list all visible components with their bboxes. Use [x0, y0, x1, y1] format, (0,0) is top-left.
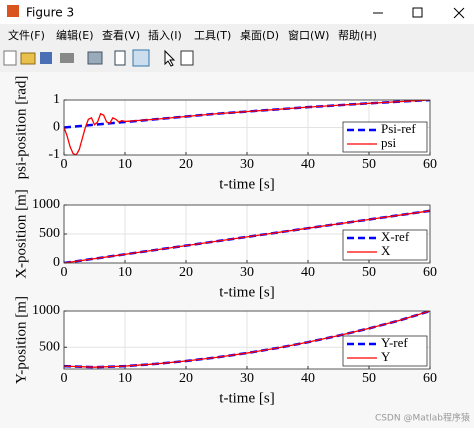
- x-tick-label: 30: [240, 157, 254, 172]
- y-tick-label: 0: [53, 255, 60, 270]
- x-tick-label: 0: [61, 371, 68, 386]
- x-tick-label: 40: [301, 157, 315, 172]
- app-icon: [7, 5, 19, 17]
- x-tick-label: 60: [423, 371, 437, 386]
- menu-bar: 文件(F) 编辑(E) 查看(V) 插入(I) 工具(T) 桌面(D) 窗口(W) 帮助(H): [8, 28, 377, 42]
- x-tick-label: 10: [118, 371, 132, 386]
- menu-item[interactable]: 编辑(E): [56, 28, 94, 42]
- x-tick-label: 10: [118, 265, 132, 280]
- y-tick-label: 500: [39, 226, 60, 241]
- menu-item[interactable]: 工具(T): [194, 29, 231, 42]
- menu-item[interactable]: 查看(V): [102, 28, 140, 42]
- y-tick-label: 500: [39, 339, 60, 354]
- inspector-icon[interactable]: [180, 50, 194, 66]
- menu-item[interactable]: 窗口(W): [288, 28, 329, 42]
- title-bar: [0, 0, 474, 24]
- y-axis-label: psi-position [rad]: [13, 76, 29, 180]
- toolbar: [3, 49, 194, 67]
- y-axis-label: Y-position [m]: [13, 296, 29, 384]
- menu-item[interactable]: 插入(I): [148, 28, 182, 42]
- legend-label: X-ref: [381, 229, 410, 244]
- legend-label: Y-ref: [381, 335, 408, 350]
- x-tick-label: 50: [362, 371, 376, 386]
- legend-box: [342, 335, 428, 367]
- maximize-button[interactable]: [412, 7, 423, 18]
- x-axis-label: t-time [s]: [219, 390, 274, 406]
- x-tick-label: 40: [301, 265, 315, 280]
- menu-item[interactable]: 帮助(H): [338, 28, 377, 42]
- watermark: CSDN @Matlab程序猿: [375, 412, 470, 424]
- legend-label: psi: [381, 135, 397, 150]
- x-tick-label: 50: [362, 265, 376, 280]
- y-tick-label: 0: [53, 120, 60, 135]
- x-axis-label: t-time [s]: [219, 284, 274, 300]
- x-axis-label: t-time [s]: [219, 176, 274, 192]
- legend-box: [342, 121, 428, 153]
- y-tick-label: 1000: [32, 303, 60, 318]
- legend-box: [342, 229, 428, 261]
- legend-icon[interactable]: [132, 49, 150, 67]
- x-tick-label: 40: [301, 371, 315, 386]
- y-tick-label: -1: [48, 147, 60, 162]
- colorbar-icon[interactable]: [114, 50, 126, 66]
- legend-label: X: [381, 243, 391, 258]
- x-tick-label: 0: [61, 265, 68, 280]
- legend-label: Y: [381, 349, 391, 364]
- print-icon[interactable]: [60, 53, 74, 63]
- new-icon[interactable]: [3, 50, 17, 66]
- link-icon[interactable]: [87, 51, 103, 65]
- x-tick-label: 50: [362, 157, 376, 172]
- axes-box: [63, 99, 431, 156]
- save-icon[interactable]: [40, 52, 52, 64]
- window-title: Figure 3: [26, 6, 74, 20]
- x-tick-label: 0: [61, 157, 68, 172]
- legend-label: Psi-ref: [381, 121, 416, 136]
- axes-box: [63, 204, 431, 264]
- data-line: [64, 100, 430, 155]
- x-tick-label: 10: [118, 157, 132, 172]
- x-tick-label: 20: [179, 157, 193, 172]
- pointer-icon[interactable]: [164, 49, 176, 67]
- data-line: [64, 311, 430, 368]
- menu-item[interactable]: 桌面(D): [240, 29, 279, 42]
- x-tick-label: 30: [240, 371, 254, 386]
- x-tick-label: 60: [423, 265, 437, 280]
- menu-item[interactable]: 文件(F): [8, 28, 45, 42]
- x-tick-label: 20: [179, 371, 193, 386]
- x-tick-label: 30: [240, 265, 254, 280]
- x-tick-label: 60: [423, 157, 437, 172]
- open-icon[interactable]: [20, 52, 36, 65]
- close-button[interactable]: [453, 7, 465, 19]
- y-tick-label: 1: [53, 92, 60, 107]
- x-tick-label: 20: [179, 265, 193, 280]
- data-line: [64, 210, 430, 263]
- y-axis-label: X-position [m]: [13, 189, 29, 279]
- y-tick-label: 1000: [32, 197, 60, 212]
- axes-box: [63, 310, 431, 370]
